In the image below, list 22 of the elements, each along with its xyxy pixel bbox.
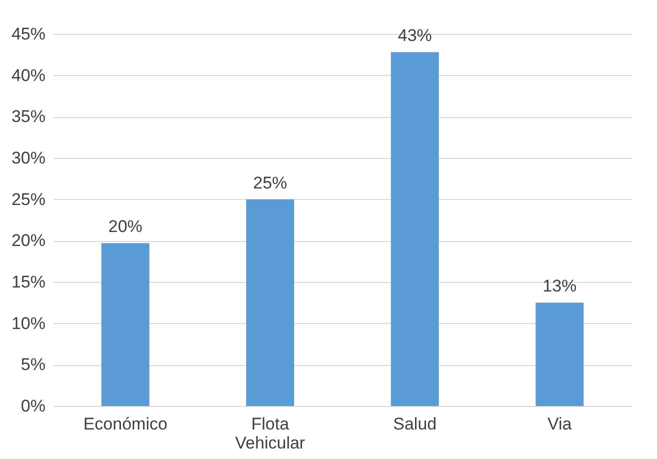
y-tick-label: 15% xyxy=(11,272,46,292)
y-tick-label: 20% xyxy=(11,231,46,250)
x-tick-label: Via xyxy=(547,414,572,434)
y-tick-label: 10% xyxy=(11,314,46,333)
bar xyxy=(101,243,150,406)
y-tick-label: 40% xyxy=(11,66,46,85)
x-tick-label: Flota Vehicular xyxy=(235,414,306,452)
data-label: 43% xyxy=(398,26,432,46)
data-label: 20% xyxy=(108,217,142,236)
y-tick-label: 35% xyxy=(11,107,46,126)
bar xyxy=(390,52,439,406)
data-label: 25% xyxy=(253,173,288,192)
x-tick-label: Salud xyxy=(393,414,437,434)
y-tick-label: 0% xyxy=(20,396,46,416)
bar xyxy=(536,302,584,406)
y-tick-label: 45% xyxy=(11,24,46,44)
y-tick-label: 5% xyxy=(20,355,46,374)
y-tick-label: 30% xyxy=(11,148,46,168)
y-tick-label: 25% xyxy=(11,190,46,209)
bar xyxy=(246,199,294,406)
x-tick-label: Económico xyxy=(83,414,168,434)
data-label: 13% xyxy=(542,276,577,296)
